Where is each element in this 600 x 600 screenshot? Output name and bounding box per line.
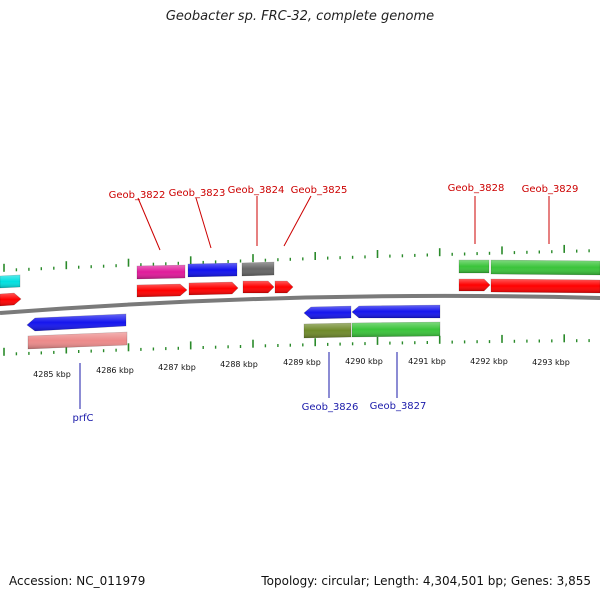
connector-geob-3822 [137, 197, 161, 251]
kbp-label: 4292 kbp [470, 357, 508, 366]
forward-gene-labels: Geob_3822 Geob_3823 Geob_3824 Geob_3825 … [109, 183, 579, 201]
gene-shading [491, 279, 600, 293]
gene-shading [275, 281, 293, 293]
gene-label-geob-3823[interactable]: Geob_3823 [169, 188, 226, 199]
tick-marks-inner [3, 334, 590, 356]
gene-shading [491, 260, 600, 275]
gene-shading [28, 332, 127, 349]
gene-label-geob-3828[interactable]: Geob_3828 [448, 183, 505, 194]
gene-shading [304, 323, 351, 338]
kbp-label: 4293 kbp [532, 358, 570, 367]
reverse-gene-labels: prfC Geob_3826 Geob_3827 [73, 401, 427, 424]
gene-shading [189, 282, 238, 295]
kbp-label: 4290 kbp [345, 357, 383, 366]
gene-label-geob-3825[interactable]: Geob_3825 [291, 185, 348, 196]
gene-shading [27, 314, 126, 331]
tick-marks-outer [3, 244, 590, 272]
kbp-label: 4291 kbp [408, 357, 446, 366]
gene-label-geob-3829[interactable]: Geob_3829 [522, 184, 579, 195]
kbp-label: 4285 kbp [33, 370, 71, 379]
connector-geob-3823 [195, 197, 212, 249]
gene-shading [243, 281, 274, 293]
accession-text: Accession: NC_011979 [9, 574, 146, 588]
gene-label-geob-3822[interactable]: Geob_3822 [109, 190, 166, 201]
gene-label-geob-3824[interactable]: Geob_3824 [228, 185, 285, 196]
gene-shading [137, 265, 185, 279]
genome-summary-text: Topology: circular; Length: 4,304,501 bp… [261, 574, 591, 588]
label-connectors [79, 195, 550, 409]
gene-shading [352, 305, 440, 318]
map-title: Geobacter sp. FRC-32, complete genome [165, 9, 435, 24]
connector-geob-3825 [283, 195, 312, 247]
kbp-label: 4287 kbp [158, 363, 196, 372]
gene-label-prfc[interactable]: prfC [73, 413, 94, 424]
feature-track [0, 259, 600, 350]
gene-shading [0, 293, 21, 306]
gene-shading [459, 260, 489, 273]
gene-shading [137, 284, 187, 297]
gene-shading [0, 275, 20, 288]
kbp-label: 4286 kbp [96, 366, 134, 375]
kbp-label: 4288 kbp [220, 360, 258, 369]
gene-shading [459, 279, 490, 291]
genome-backbone [0, 293, 600, 315]
gene-label-geob-3826[interactable]: Geob_3826 [302, 402, 359, 413]
kbp-scale-labels: 4285 kbp 4286 kbp 4287 kbp 4288 kbp 4289… [33, 357, 570, 379]
gene-shading [188, 263, 237, 277]
gene-label-geob-3827[interactable]: Geob_3827 [370, 401, 427, 412]
gene-shading [242, 262, 274, 276]
gene-shading [304, 306, 351, 319]
gene-shading [352, 322, 440, 337]
kbp-label: 4289 kbp [283, 358, 321, 367]
